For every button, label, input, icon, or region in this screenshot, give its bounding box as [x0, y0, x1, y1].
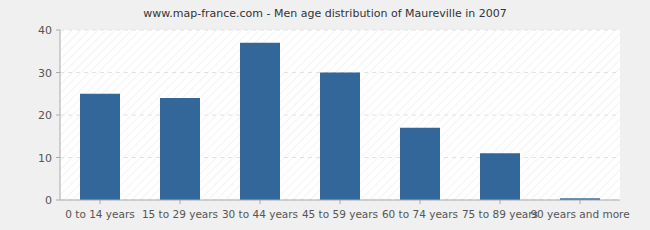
y-tick-label: 10: [38, 152, 52, 165]
bar: [320, 73, 360, 201]
bar: [240, 43, 280, 200]
y-tick: [56, 200, 60, 201]
bar: [400, 128, 440, 200]
x-tick-label: 0 to 14 years: [65, 208, 135, 220]
x-tick: [340, 200, 341, 204]
y-tick-label: 20: [38, 109, 52, 122]
y-tick-label: 0: [45, 194, 52, 207]
plot-area: [60, 30, 620, 200]
x-tick: [500, 200, 501, 204]
grid-line: [60, 30, 620, 31]
title: www.map-france.com - Men age distributio…: [143, 7, 506, 20]
y-tick: [56, 157, 60, 158]
bar: [80, 94, 120, 200]
x-tick: [420, 200, 421, 204]
chart-svg: www.map-france.com - Men age distributio…: [0, 0, 650, 230]
x-tick-label: 60 to 74 years: [382, 208, 458, 220]
y-tick-label: 30: [38, 67, 52, 80]
x-tick: [580, 200, 581, 204]
bars: [80, 43, 600, 200]
bar: [160, 98, 200, 200]
chart-container: www.map-france.com - Men age distributio…: [0, 0, 650, 230]
x-tick-label: 30 to 44 years: [222, 208, 298, 220]
bar: [480, 153, 520, 200]
y-tick: [56, 30, 60, 31]
x-tick-label: 90 years and more: [530, 208, 629, 220]
y-tick: [56, 72, 60, 73]
y-tick: [56, 115, 60, 116]
x-tick: [260, 200, 261, 204]
x-tick: [180, 200, 181, 204]
x-tick-label: 15 to 29 years: [142, 208, 218, 220]
x-tick-label: 45 to 59 years: [302, 208, 378, 220]
y-axis: [60, 30, 61, 200]
x-tick: [100, 200, 101, 204]
background: [0, 0, 650, 230]
y-tick-label: 40: [38, 24, 52, 37]
x-tick-label: 75 to 89 years: [462, 208, 538, 220]
